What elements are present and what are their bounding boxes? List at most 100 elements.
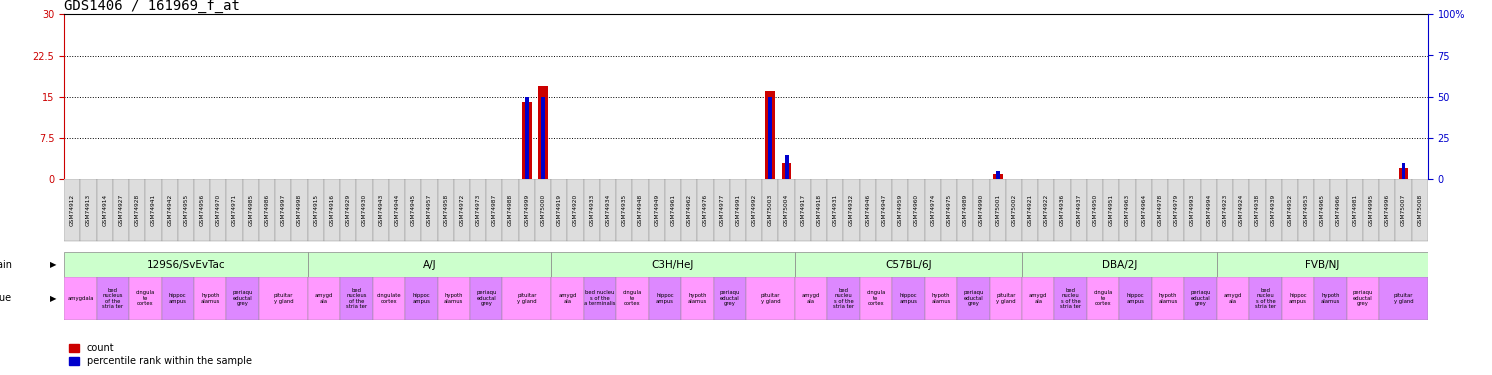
Text: strain: strain bbox=[0, 260, 12, 270]
Bar bbox=[827, 179, 843, 242]
Text: GSM74985: GSM74985 bbox=[248, 194, 254, 226]
Bar bbox=[1379, 179, 1395, 242]
Text: GSM74950: GSM74950 bbox=[1092, 194, 1098, 226]
Text: GSM74990: GSM74990 bbox=[979, 194, 983, 226]
Bar bbox=[97, 179, 113, 242]
Text: GSM74944: GSM74944 bbox=[394, 194, 400, 226]
Bar bbox=[551, 179, 567, 242]
Text: A/J: A/J bbox=[422, 260, 436, 270]
Bar bbox=[291, 179, 307, 242]
Text: GSM74936: GSM74936 bbox=[1061, 194, 1065, 226]
Bar bbox=[713, 179, 730, 242]
Text: pituitar
y gland: pituitar y gland bbox=[997, 293, 1016, 303]
Bar bbox=[633, 179, 649, 242]
Bar bbox=[210, 179, 227, 242]
Text: bed
nucleus
of the
stria ter: bed nucleus of the stria ter bbox=[103, 288, 124, 309]
Text: GSM74949: GSM74949 bbox=[653, 194, 659, 226]
Bar bbox=[680, 179, 697, 242]
Bar bbox=[373, 179, 389, 242]
Text: hypoth
alamus: hypoth alamus bbox=[1320, 293, 1340, 303]
Text: periaqu
eductal
grey: periaqu eductal grey bbox=[1353, 290, 1373, 306]
Text: GSM74912: GSM74912 bbox=[70, 194, 75, 226]
Bar bbox=[1282, 179, 1298, 242]
Text: GSM74917: GSM74917 bbox=[800, 194, 806, 226]
Bar bbox=[161, 179, 178, 242]
Text: hippoc
ampus: hippoc ampus bbox=[169, 293, 186, 303]
Bar bbox=[307, 252, 551, 277]
Text: DBA/2J: DBA/2J bbox=[1101, 260, 1137, 270]
Bar bbox=[260, 277, 307, 320]
Bar bbox=[892, 277, 925, 320]
Text: GSM74948: GSM74948 bbox=[639, 194, 643, 226]
Bar bbox=[340, 277, 373, 320]
Text: GSM74979: GSM74979 bbox=[1174, 194, 1179, 226]
Text: GSM74961: GSM74961 bbox=[670, 194, 676, 226]
Bar bbox=[1217, 252, 1428, 277]
Bar bbox=[1298, 179, 1314, 242]
Bar bbox=[782, 163, 791, 179]
Text: GSM74937: GSM74937 bbox=[1076, 194, 1082, 226]
Bar bbox=[1119, 277, 1152, 320]
Text: GSM74997: GSM74997 bbox=[280, 194, 286, 226]
Text: GSM74970: GSM74970 bbox=[216, 194, 221, 226]
Bar bbox=[357, 179, 373, 242]
Text: GSM75002: GSM75002 bbox=[1012, 194, 1016, 226]
Text: GSM74924: GSM74924 bbox=[1238, 194, 1244, 226]
Text: GSM74953: GSM74953 bbox=[1304, 194, 1308, 226]
Bar bbox=[130, 277, 161, 320]
Text: hypoth
alamus: hypoth alamus bbox=[445, 293, 464, 303]
Bar bbox=[437, 179, 454, 242]
Text: GSM74933: GSM74933 bbox=[589, 194, 594, 226]
Bar bbox=[768, 97, 773, 179]
Bar bbox=[1038, 179, 1055, 242]
Text: GSM74992: GSM74992 bbox=[752, 194, 756, 226]
Bar bbox=[275, 179, 291, 242]
Text: amygd
ala: amygd ala bbox=[1223, 293, 1243, 303]
Text: pituitar
y gland: pituitar y gland bbox=[518, 293, 537, 303]
Text: periaqu
eductal
grey: periaqu eductal grey bbox=[1191, 290, 1210, 306]
Bar bbox=[340, 179, 357, 242]
Bar bbox=[1071, 179, 1086, 242]
Bar bbox=[404, 179, 421, 242]
Bar bbox=[539, 86, 548, 179]
Legend: count, percentile rank within the sample: count, percentile rank within the sample bbox=[69, 344, 252, 366]
Text: GSM74964: GSM74964 bbox=[1141, 194, 1146, 226]
Text: GSM74921: GSM74921 bbox=[1028, 194, 1032, 226]
Bar bbox=[1379, 277, 1428, 320]
Bar bbox=[1265, 179, 1282, 242]
Text: GSM74942: GSM74942 bbox=[167, 194, 172, 226]
Text: 129S6/SvEvTac: 129S6/SvEvTac bbox=[146, 260, 225, 270]
Text: amygd
ala: amygd ala bbox=[315, 293, 333, 303]
Bar bbox=[1232, 179, 1249, 242]
Bar bbox=[1331, 179, 1347, 242]
Bar bbox=[1006, 179, 1022, 242]
Text: GSM74965: GSM74965 bbox=[1320, 194, 1325, 226]
Bar bbox=[859, 277, 892, 320]
Text: GSM74971: GSM74971 bbox=[233, 194, 237, 226]
Text: GSM74987: GSM74987 bbox=[492, 194, 497, 226]
Text: GSM74946: GSM74946 bbox=[865, 194, 870, 226]
Bar bbox=[1249, 277, 1282, 320]
Text: GSM74928: GSM74928 bbox=[134, 194, 140, 226]
Text: cingula
te
cortex: cingula te cortex bbox=[867, 290, 885, 306]
Bar bbox=[97, 277, 130, 320]
Text: GSM74976: GSM74976 bbox=[703, 194, 707, 226]
Text: GSM74978: GSM74978 bbox=[1158, 194, 1162, 226]
Text: C3H/HeJ: C3H/HeJ bbox=[652, 260, 694, 270]
Bar bbox=[1217, 179, 1232, 242]
Bar bbox=[1314, 179, 1331, 242]
Text: hypoth
alamus: hypoth alamus bbox=[688, 293, 707, 303]
Text: GSM74935: GSM74935 bbox=[622, 194, 627, 226]
Text: hippoc
ampus: hippoc ampus bbox=[900, 293, 918, 303]
Bar bbox=[779, 179, 795, 242]
Bar bbox=[1201, 179, 1217, 242]
Bar bbox=[1347, 179, 1362, 242]
Text: GSM74973: GSM74973 bbox=[476, 194, 480, 226]
Text: pituitar
y gland: pituitar y gland bbox=[1394, 293, 1413, 303]
Text: GSM75004: GSM75004 bbox=[785, 194, 789, 226]
Bar bbox=[454, 179, 470, 242]
Text: periaqu
eductal
grey: periaqu eductal grey bbox=[964, 290, 983, 306]
Bar bbox=[1401, 163, 1405, 179]
Text: hypoth
alamus: hypoth alamus bbox=[1158, 293, 1177, 303]
Text: GSM74972: GSM74972 bbox=[460, 194, 464, 226]
